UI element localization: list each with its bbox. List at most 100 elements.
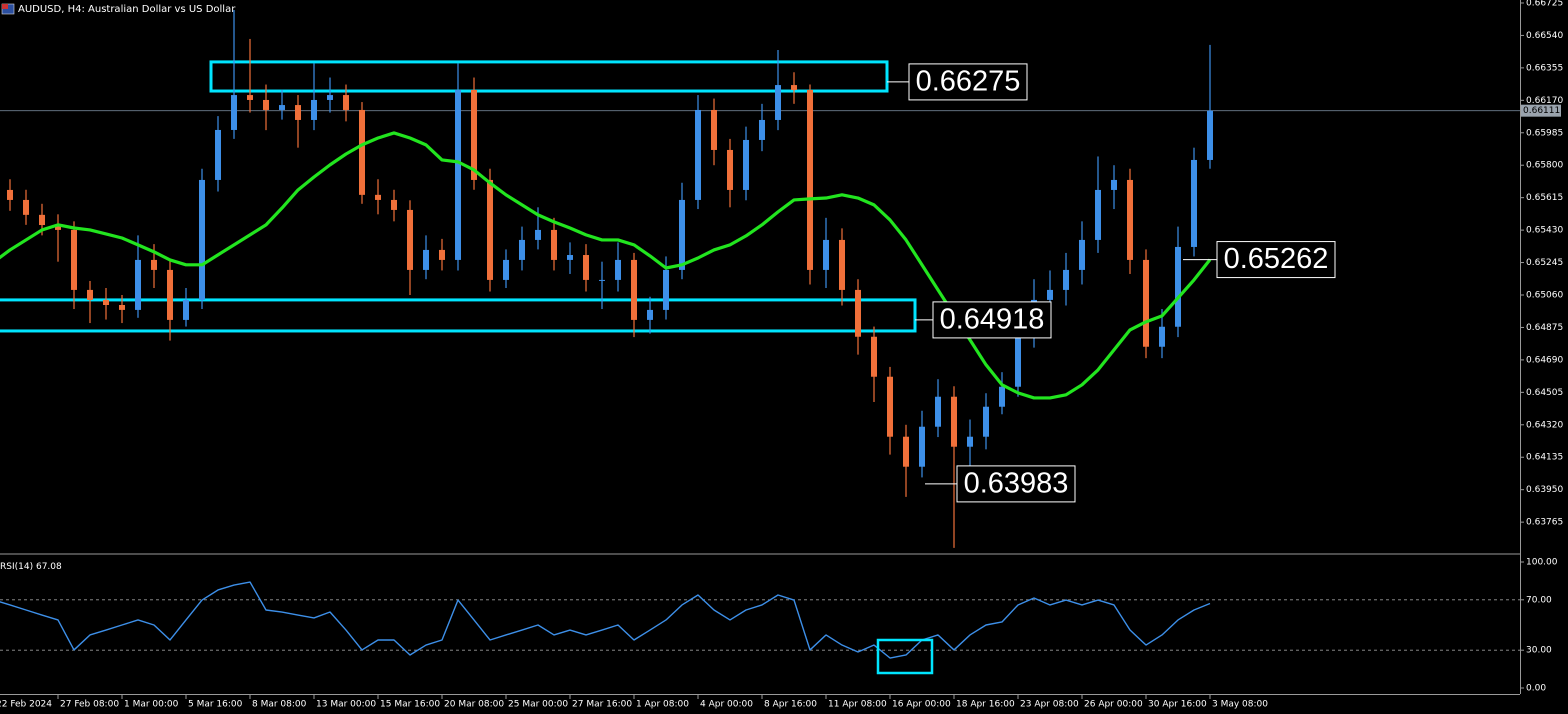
x-tick-label: 5 Mar 16:00: [188, 700, 243, 710]
candle-body: [823, 239, 829, 270]
candle-body: [119, 305, 125, 310]
candle-body: [1175, 246, 1181, 327]
y-tick-label: 30.00: [1526, 646, 1552, 656]
x-tick-label: 8 Mar 08:00: [252, 700, 307, 710]
candle-body: [631, 259, 637, 320]
y-tick-label: 0.65800: [1526, 161, 1563, 171]
candle-body: [1191, 159, 1197, 247]
x-tick-label: 25 Mar 00:00: [508, 700, 568, 710]
candle-body: [391, 199, 397, 210]
last-price-label: 0.66111: [1523, 106, 1560, 116]
x-tick-label: 3 May 08:00: [1212, 700, 1268, 710]
price-zone: [209, 60, 889, 93]
candle-body: [967, 436, 973, 447]
candle-body: [951, 396, 957, 447]
candle-body: [663, 269, 669, 310]
candles: [7, 9, 1213, 548]
candle-body: [887, 376, 893, 437]
candle-body: [471, 89, 477, 180]
candle-body: [695, 109, 701, 200]
annotation-label: 0.66275: [916, 66, 1021, 98]
y-tick-label: 100.00: [1526, 558, 1558, 568]
candle-body: [183, 299, 189, 320]
rsi-header: RSI(14) 67.08: [0, 562, 62, 572]
candle-body: [7, 189, 13, 200]
candle-body: [231, 95, 237, 130]
y-tick-label: 0.63765: [1526, 518, 1563, 528]
price-zone: [0, 298, 917, 333]
candle-body: [167, 269, 173, 320]
symbol-flag-icon-part: [2, 4, 8, 9]
candle-body: [439, 249, 445, 260]
moving-average: [0, 131, 1212, 400]
candle-body: [423, 249, 429, 270]
candle-body: [583, 255, 589, 280]
annotation-box: [932, 301, 1052, 339]
rsi-current: 67.08: [36, 562, 62, 572]
rsi-line: [0, 581, 1211, 659]
annotation-box: [1216, 241, 1336, 279]
y-tick-label: 0.00: [1526, 684, 1546, 694]
candle-body: [919, 426, 925, 467]
candle-body: [743, 139, 749, 190]
rsi-highlight-box: [876, 638, 934, 675]
candle-body: [567, 255, 573, 260]
annotation-label: 0.65262: [1224, 243, 1329, 275]
annotation-box: [956, 465, 1076, 503]
annotation-label: 0.63983: [964, 468, 1069, 500]
candle-body: [1159, 326, 1165, 347]
chart-header: AUDUSD, H4: Australian Dollar vs US Doll…: [18, 4, 236, 15]
x-tick-label: 1 Apr 08:00: [636, 700, 689, 710]
candle-body: [503, 259, 509, 280]
candle-body: [247, 95, 253, 100]
y-tick-label: 0.64690: [1526, 355, 1563, 365]
y-tick-label: 0.65985: [1526, 128, 1563, 138]
annotation-box: [908, 63, 1028, 101]
candle-body: [1127, 179, 1133, 260]
candle-body: [215, 129, 221, 180]
x-tick-label: 20 Mar 08:00: [444, 700, 504, 710]
candle-body: [71, 229, 77, 290]
x-tick-label: 26 Apr 00:00: [1084, 700, 1143, 710]
candle-body: [279, 105, 285, 110]
rsi-name: RSI(14): [0, 562, 33, 572]
candle-body: [903, 436, 909, 467]
candle-body: [759, 119, 765, 140]
candle-body: [327, 95, 333, 100]
candle-body: [87, 289, 93, 300]
y-tick-label: 0.64135: [1526, 453, 1563, 463]
annotation-label: 0.64918: [940, 304, 1045, 336]
x-tick-label: 13 Mar 00:00: [316, 700, 376, 710]
candle-body: [263, 99, 269, 110]
candle-body: [1207, 110, 1213, 160]
y-tick-label: 0.66355: [1526, 63, 1563, 73]
candle-body: [711, 109, 717, 150]
candle-body: [343, 95, 349, 110]
candle-body: [599, 279, 605, 281]
y-tick-label: 70.00: [1526, 595, 1552, 605]
last-price-tag: [1521, 104, 1561, 117]
x-tick-label: 22 Feb 2024: [0, 700, 52, 710]
candle-body: [135, 259, 141, 310]
candle-body: [1111, 179, 1117, 190]
candle-body: [551, 229, 557, 260]
candle-body: [519, 239, 525, 260]
x-tick-label: 30 Apr 16:00: [1148, 700, 1207, 710]
candle-body: [103, 299, 109, 306]
candle-body: [1047, 289, 1053, 300]
candle-body: [935, 396, 941, 427]
candle-body: [39, 214, 45, 226]
candle-body: [775, 85, 781, 120]
candle-body: [807, 89, 813, 270]
y-tick-label: 0.66170: [1526, 96, 1563, 106]
candle-body: [1079, 239, 1085, 270]
candle-body: [855, 289, 861, 337]
candle-body: [487, 179, 493, 280]
candle-body: [23, 199, 29, 215]
candle-body: [1015, 336, 1021, 387]
x-tick-label: 4 Apr 00:00: [700, 700, 753, 710]
candle-body: [983, 406, 989, 437]
x-tick-label: 11 Apr 08:00: [828, 700, 887, 710]
